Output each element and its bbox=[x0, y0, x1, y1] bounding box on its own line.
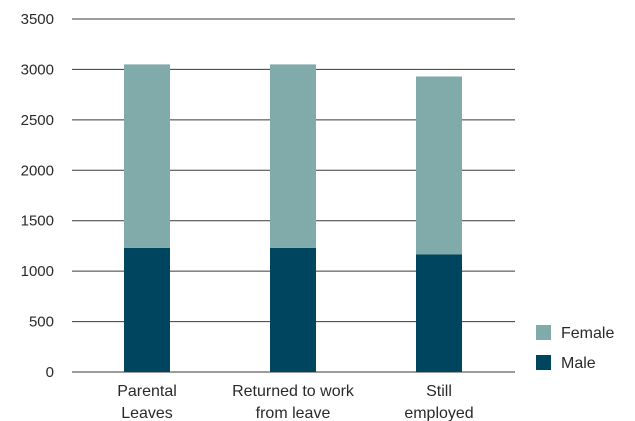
y-tick-label-500: 500 bbox=[29, 314, 54, 331]
y-tick-label-0: 0 bbox=[46, 364, 54, 381]
x-tick-label-1-line-2: Leaves bbox=[121, 405, 173, 421]
y-tick-label-3000: 3000 bbox=[21, 61, 54, 78]
legend-swatch-male bbox=[536, 355, 551, 370]
y-tick-label-2500: 2500 bbox=[21, 112, 54, 129]
bar-male-1 bbox=[124, 247, 170, 372]
y-tick-label-2000: 2000 bbox=[21, 162, 54, 179]
y-tick-label-1500: 1500 bbox=[21, 213, 54, 230]
bars bbox=[124, 64, 462, 372]
bar-male-3 bbox=[416, 254, 462, 372]
x-tick-label-3-line-2: employed bbox=[404, 405, 473, 421]
legend-swatch-female bbox=[536, 325, 551, 340]
legend-label-male: Male bbox=[561, 355, 596, 372]
x-tick-label-2-line-2: from leave bbox=[256, 405, 331, 421]
x-tick-label-1-line-1: Parental bbox=[117, 383, 177, 400]
bar-female-2 bbox=[270, 64, 316, 248]
x-tick-label-2-line-1: Returned to work bbox=[232, 383, 355, 400]
bar-female-1 bbox=[124, 64, 170, 248]
y-tick-label-1000: 1000 bbox=[21, 263, 54, 280]
bar-male-2 bbox=[270, 247, 316, 372]
x-axis-labels: Parental Leaves Returned to work from leave… bbox=[117, 383, 473, 421]
bar-female-3 bbox=[416, 76, 462, 255]
legend: Female Male bbox=[536, 325, 614, 372]
y-axis-ticks: 0 500 1000 1500 2000 2500 3000 3500 bbox=[21, 11, 54, 381]
x-tick-label-3-line-1: Still bbox=[426, 383, 452, 400]
legend-label-female: Female bbox=[561, 325, 614, 342]
y-tick-label-3500: 3500 bbox=[21, 11, 54, 28]
